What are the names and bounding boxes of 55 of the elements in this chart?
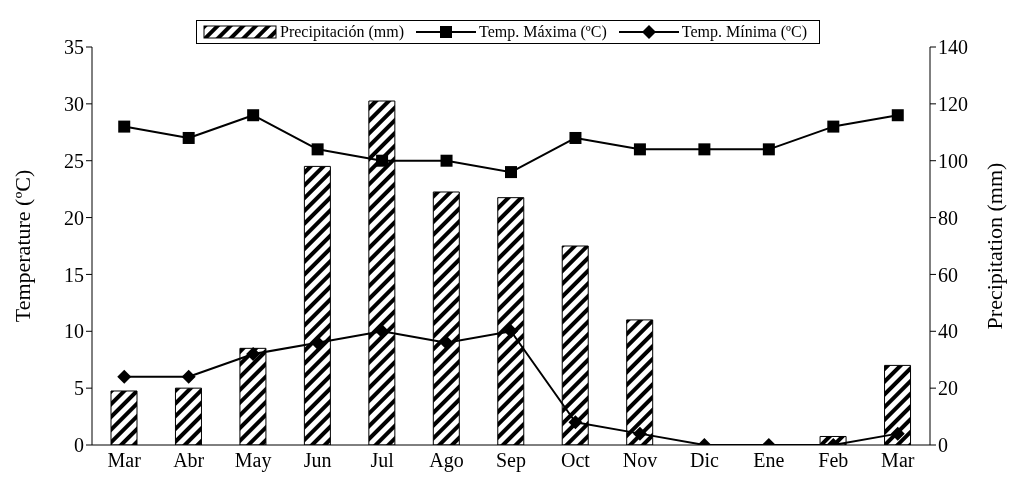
point <box>376 154 389 167</box>
point <box>632 426 647 441</box>
point <box>504 324 518 339</box>
y2-axis-title: Precipitation (mm) <box>981 162 1007 330</box>
y2-tick-label: 80 <box>938 206 958 229</box>
x-tick-label: Nov <box>622 449 658 472</box>
x-tick-label: Feb <box>818 449 849 472</box>
x-tick-label: Mar <box>881 449 915 472</box>
y-tick-label: 30 <box>64 92 84 115</box>
point <box>117 369 132 384</box>
y-tick-label: 35 <box>64 36 84 59</box>
y2-tick-label: 40 <box>938 320 958 343</box>
y-tick-label: 0 <box>74 434 84 457</box>
point <box>439 335 454 350</box>
point <box>505 166 517 179</box>
x-tick-label: Ago <box>429 449 464 473</box>
x-tick-label: Dic <box>689 449 719 472</box>
x-tick-label: Oct <box>561 449 591 472</box>
y-tick-label: 25 <box>64 149 84 172</box>
x-tick-label: Ene <box>753 449 785 472</box>
x-tick-label: May <box>234 449 272 473</box>
y2-tick-label: 100 <box>938 149 968 172</box>
y2-tick-label: 60 <box>938 263 958 286</box>
y-tick-label: 15 <box>64 263 84 286</box>
y-axis-title: Temperature (ºC) <box>9 169 35 323</box>
point <box>440 154 453 167</box>
y-tick-label: 20 <box>64 206 84 229</box>
point <box>181 369 196 384</box>
point <box>633 143 646 156</box>
y2-tick-label: 140 <box>938 36 968 59</box>
x-tick-label: Jun <box>303 449 332 472</box>
point <box>827 120 840 133</box>
legend-label: Precipitación (mm) <box>280 23 404 41</box>
point <box>247 109 260 122</box>
point <box>698 143 711 156</box>
point <box>569 131 582 144</box>
point <box>246 347 261 362</box>
x-tick-label: Abr <box>173 449 205 472</box>
point <box>118 120 131 133</box>
point <box>891 109 904 122</box>
y2-tick-label: 20 <box>938 377 958 400</box>
point <box>311 143 324 156</box>
point <box>182 131 195 144</box>
x-tick-label: Mar <box>107 449 142 472</box>
y2-tick-label: 120 <box>938 92 968 115</box>
legend-label: Temp. Máxima (ºC) <box>479 23 607 41</box>
y-tick-label: 5 <box>74 377 84 400</box>
x-tick-label: Sep <box>496 449 526 473</box>
point <box>762 143 775 156</box>
y-tick-label: 10 <box>64 320 84 343</box>
point <box>890 426 905 441</box>
legend-label: Temp. Mínima (ºC) <box>681 23 807 41</box>
x-tick-label: Jul <box>370 449 395 472</box>
y2-tick-label: 0 <box>938 434 948 457</box>
point <box>568 415 583 430</box>
